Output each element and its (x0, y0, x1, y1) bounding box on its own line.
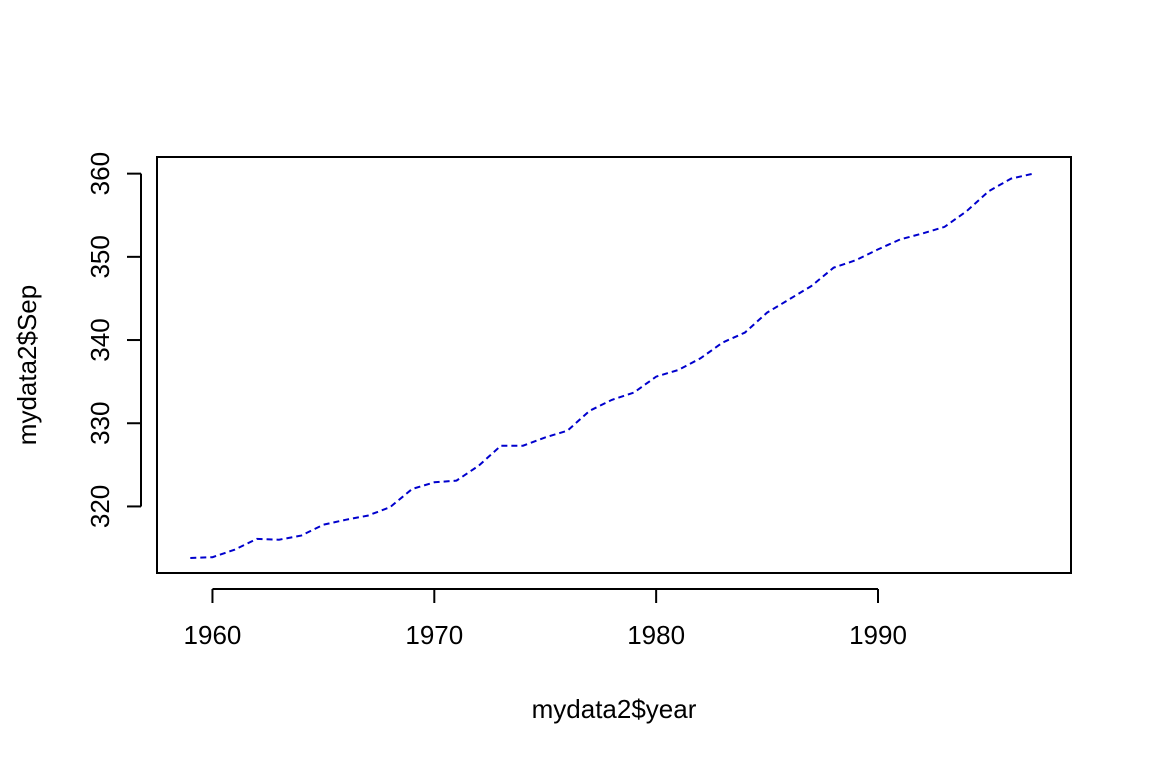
y-tick-label: 360 (85, 152, 115, 195)
series-line (190, 172, 1034, 559)
x-axis: 1960 1970 1980 1990 (184, 588, 907, 650)
y-tick-label: 320 (85, 485, 115, 528)
y-tick-label: 340 (85, 318, 115, 361)
x-tick-label: 1970 (405, 620, 463, 650)
plot-frame (156, 156, 1072, 574)
y-axis-label: mydata2$Sep (12, 285, 42, 445)
y-tick-label: 350 (85, 235, 115, 278)
x-tick-label: 1960 (184, 620, 242, 650)
x-axis-label: mydata2$year (532, 694, 697, 724)
y-tick-label: 330 (85, 402, 115, 445)
y-axis: 320 330 340 350 360 (85, 152, 142, 528)
x-tick-label: 1990 (849, 620, 907, 650)
x-tick-label: 1980 (627, 620, 685, 650)
